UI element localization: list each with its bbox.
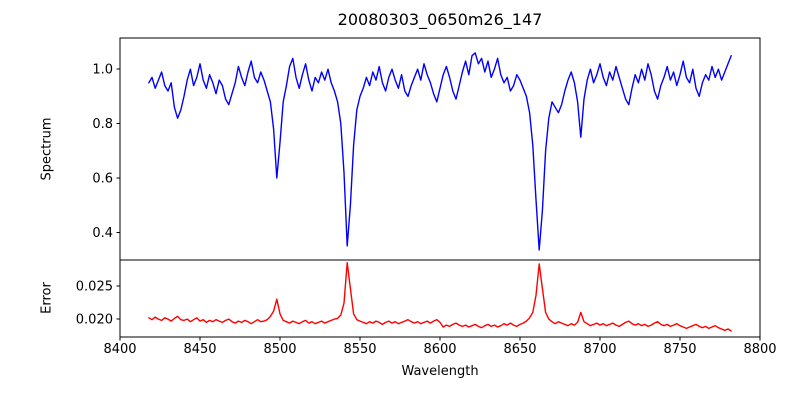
x-tick-label: 8400 [103,342,136,357]
spectrum-ylabel: Spectrum [39,117,55,181]
x-tick-label: 8450 [183,342,216,357]
y-tick-label: 0.4 [92,226,113,241]
chart-title: 20080303_0650m26_147 [337,10,543,29]
x-axis-label: Wavelength [401,364,479,379]
x-tick-label: 8550 [343,342,376,357]
y-tick-label: 0.025 [76,279,113,294]
x-tick-label: 8750 [663,342,696,357]
top-panel [119,37,761,261]
x-tick-label: 8700 [583,342,616,357]
spectrum-line [148,52,732,251]
x-tick-label: 8500 [263,342,296,357]
error-ylabel: Error [39,282,55,314]
y-tick-label: 0.6 [92,171,113,186]
error-line [148,262,732,332]
y-tick-label: 0.020 [76,313,113,328]
x-tick-label: 8650 [503,342,536,357]
y-tick-label: 0.8 [92,117,113,132]
x-tick-label: 8800 [743,342,776,357]
y-tick-label: 1.0 [92,63,113,78]
x-tick-label: 8600 [423,342,456,357]
